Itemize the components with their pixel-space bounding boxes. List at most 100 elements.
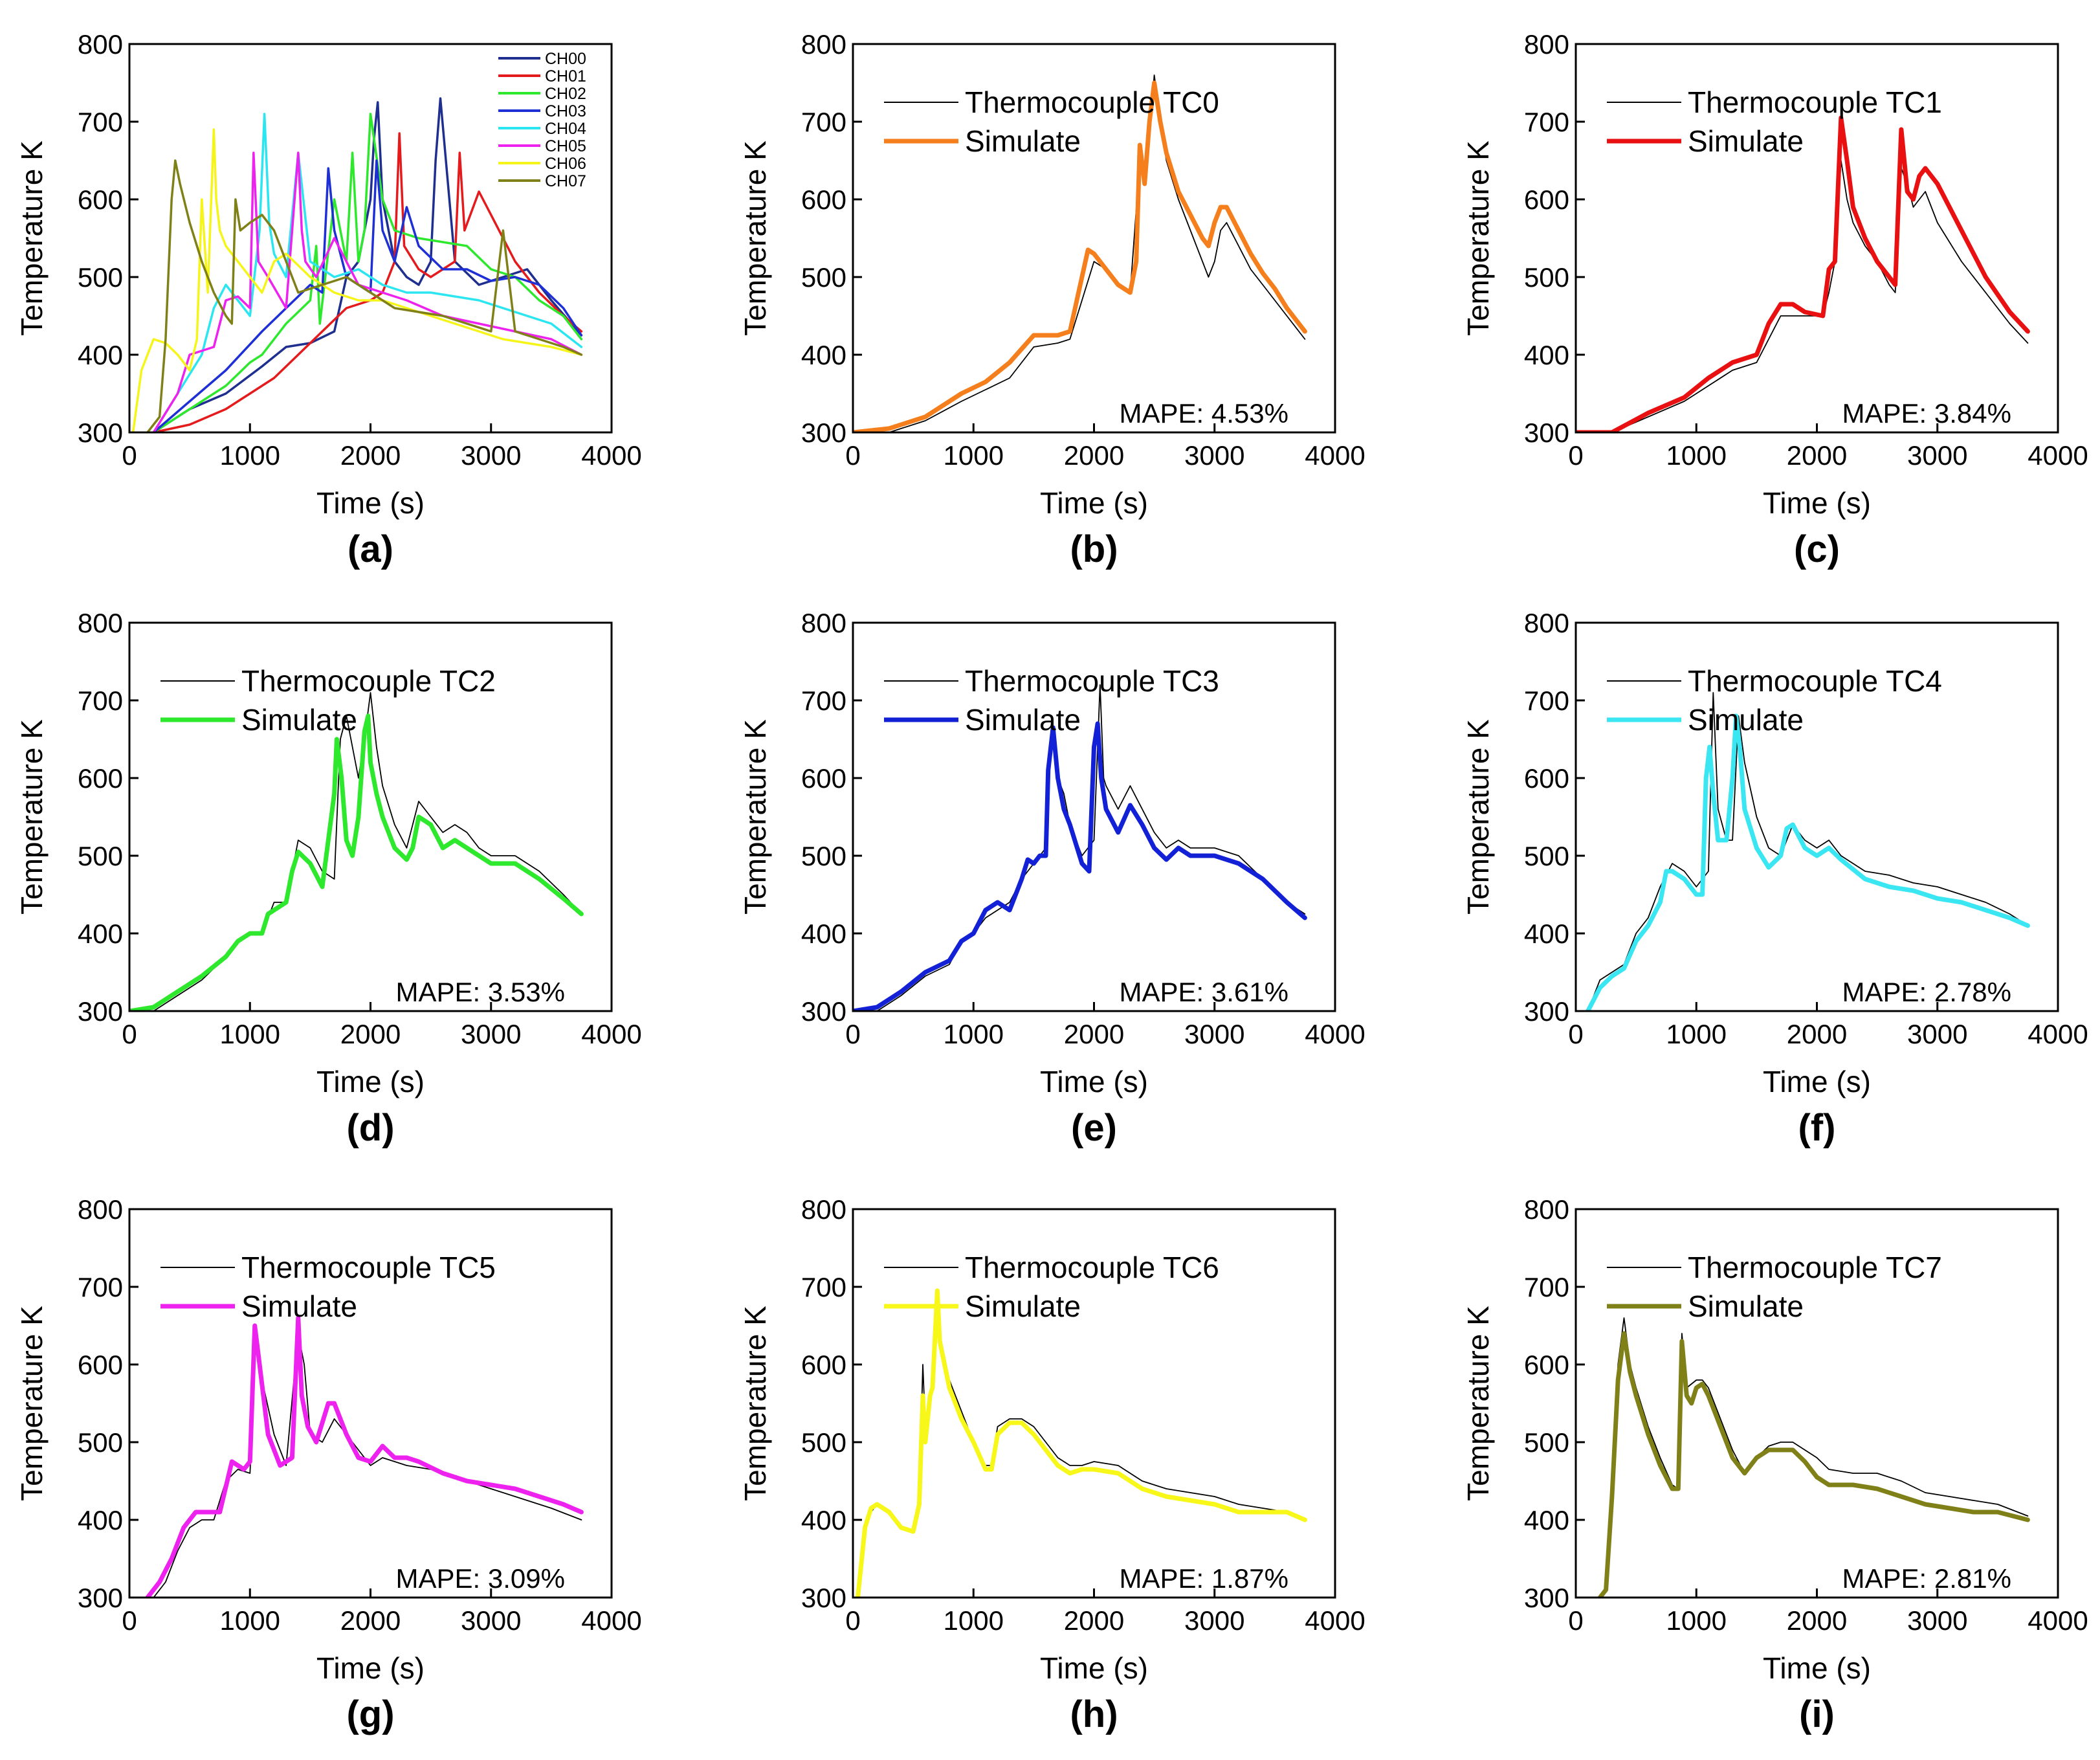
panel-label: (h)	[1070, 1693, 1118, 1735]
axis-ticks: 0 1000 2000 3000 4000 300 400 500 600 700 800	[801, 608, 1365, 1049]
x-axis-title: Time (s)	[316, 1651, 425, 1685]
series-line-thermocouple-tc4	[1576, 692, 2029, 1011]
panel-label: (a)	[348, 528, 393, 570]
y-tick-label: 500	[1524, 262, 1569, 293]
x-axis-title: Time (s)	[1040, 1065, 1148, 1098]
x-axis-title: Time (s)	[1763, 486, 1871, 520]
y-tick-label: 500	[801, 262, 846, 293]
legend-label: Thermocouple TC7	[1688, 1251, 1942, 1284]
axis-ticks: 0 1000 2000 3000 4000 300 400 500 600 700 800	[78, 1194, 642, 1636]
series-line-ch06	[131, 128, 583, 432]
y-tick-label: 600	[1524, 763, 1569, 794]
y-tick-label: 800	[1524, 29, 1569, 60]
legend-label: Thermocouple TC2	[241, 664, 496, 698]
y-tick-label: 700	[1524, 107, 1569, 137]
y-tick-label: 600	[78, 184, 123, 215]
x-tick-label: 4000	[1305, 440, 1365, 471]
y-tick-label: 800	[78, 1194, 123, 1225]
legend-label: CH06	[545, 155, 586, 173]
x-tick-label: 1000	[1666, 440, 1727, 471]
chart-panel-i: 0 1000 2000 3000 4000 300 400 500 600 700 800 Time …	[1461, 1194, 2088, 1735]
legend-label: Simulate	[241, 703, 357, 737]
chart-panel-b: 0 1000 2000 3000 4000 300 400 500 600 700 800 Time …	[738, 29, 1365, 570]
x-tick-label: 2000	[1787, 440, 1847, 471]
x-axis-title: Time (s)	[1040, 486, 1148, 520]
plot-area	[853, 74, 1307, 432]
mape-annotation: MAPE: 4.53%	[1120, 398, 1288, 429]
x-tick-label: 0	[1568, 440, 1583, 471]
y-tick-label: 400	[1524, 1505, 1569, 1535]
x-tick-label: 2000	[1064, 1605, 1124, 1636]
axis-ticks: 0 1000 2000 3000 4000 300 400 500 600 700 800	[1524, 608, 2088, 1049]
x-tick-label: 0	[122, 440, 137, 471]
legend-label: CH03	[545, 102, 586, 120]
legend-label: Thermocouple TC6	[965, 1251, 1219, 1284]
x-tick-label: 3000	[1907, 1019, 1967, 1049]
axis-ticks: 0 1000 2000 3000 4000 300 400 500 600 700 800	[78, 608, 642, 1049]
y-tick-label: 400	[78, 919, 123, 949]
legend-label: Simulate	[1688, 1289, 1804, 1323]
panel-label: (d)	[346, 1107, 394, 1149]
x-axis-title: Time (s)	[1763, 1651, 1871, 1685]
y-tick-label: 300	[1524, 418, 1569, 448]
legend-label: Simulate	[965, 703, 1081, 737]
y-tick-label: 800	[801, 1194, 846, 1225]
y-axis-title: Temperature K	[1461, 1306, 1495, 1501]
legend-label: CH05	[545, 137, 586, 155]
x-tick-label: 1000	[1666, 1019, 1727, 1049]
y-tick-label: 300	[78, 418, 123, 448]
x-tick-label: 0	[122, 1019, 137, 1049]
chart-panel-d: 0 1000 2000 3000 4000 300 400 500 600 700 800 Time …	[15, 608, 642, 1149]
legend: Thermocouple TC2 Simulate	[160, 664, 496, 737]
y-tick-label: 800	[801, 29, 846, 60]
x-tick-label: 0	[1568, 1019, 1583, 1049]
series-line-thermocouple-tc2	[129, 692, 582, 1011]
y-tick-label: 400	[801, 340, 846, 370]
chart-panel-a: 0 1000 2000 3000 4000 300 400 500 600 700 800 Time …	[15, 29, 642, 570]
x-tick-label: 3000	[1184, 1019, 1244, 1049]
legend-label: CH07	[545, 172, 586, 190]
y-tick-label: 600	[801, 763, 846, 794]
series-line-simulate	[129, 713, 584, 1011]
x-tick-label: 3000	[1184, 440, 1244, 471]
series-line-simulate	[1576, 115, 2030, 432]
legend: Thermocouple TC1 Simulate	[1607, 85, 1942, 158]
axis-ticks: 0 1000 2000 3000 4000 300 400 500 600 700 800	[801, 29, 1365, 471]
x-tick-label: 1000	[220, 1605, 280, 1636]
series-line-simulate	[856, 1288, 1307, 1598]
plot-frame	[128, 43, 613, 434]
y-tick-label: 400	[1524, 919, 1569, 949]
series-line-simulate	[853, 80, 1307, 432]
legend: Thermocouple TC5 Simulate	[160, 1251, 496, 1323]
y-tick-label: 700	[1524, 685, 1569, 716]
series-line-thermocouple-tc5	[129, 1333, 582, 1598]
plot-area	[1576, 692, 2030, 1011]
axis-ticks: 0 1000 2000 3000 4000 300 400 500 600 700 800	[78, 29, 642, 471]
legend-label: Simulate	[1688, 124, 1804, 158]
x-tick-label: 2000	[340, 440, 401, 471]
y-tick-label: 800	[801, 608, 846, 638]
legend-label: Thermocouple TC5	[241, 1251, 496, 1284]
series-line-simulate	[1586, 713, 2030, 1011]
legend-label: Simulate	[965, 1289, 1081, 1323]
legend-label: Simulate	[1688, 703, 1804, 737]
series-line-simulate	[853, 721, 1307, 1011]
x-tick-label: 3000	[461, 1019, 521, 1049]
y-axis-title: Temperature K	[738, 1306, 772, 1501]
mape-annotation: MAPE: 1.87%	[1120, 1563, 1288, 1594]
legend-label: Thermocouple TC1	[1688, 85, 1942, 119]
y-tick-label: 400	[78, 340, 123, 370]
y-tick-label: 300	[801, 1583, 846, 1613]
legend-label: CH00	[545, 50, 586, 68]
y-axis-title: Temperature K	[1461, 140, 1495, 336]
y-tick-label: 600	[1524, 184, 1569, 215]
chart-panel-h: 0 1000 2000 3000 4000 300 400 500 600 700 800 Time …	[738, 1194, 1365, 1735]
x-tick-label: 3000	[461, 440, 521, 471]
mape-annotation: MAPE: 3.84%	[1842, 398, 2011, 429]
y-tick-label: 800	[78, 29, 123, 60]
series-line-ch03	[152, 159, 583, 432]
y-tick-label: 500	[1524, 841, 1569, 871]
axis-ticks: 0 1000 2000 3000 4000 300 400 500 600 700 800	[801, 1194, 1365, 1636]
